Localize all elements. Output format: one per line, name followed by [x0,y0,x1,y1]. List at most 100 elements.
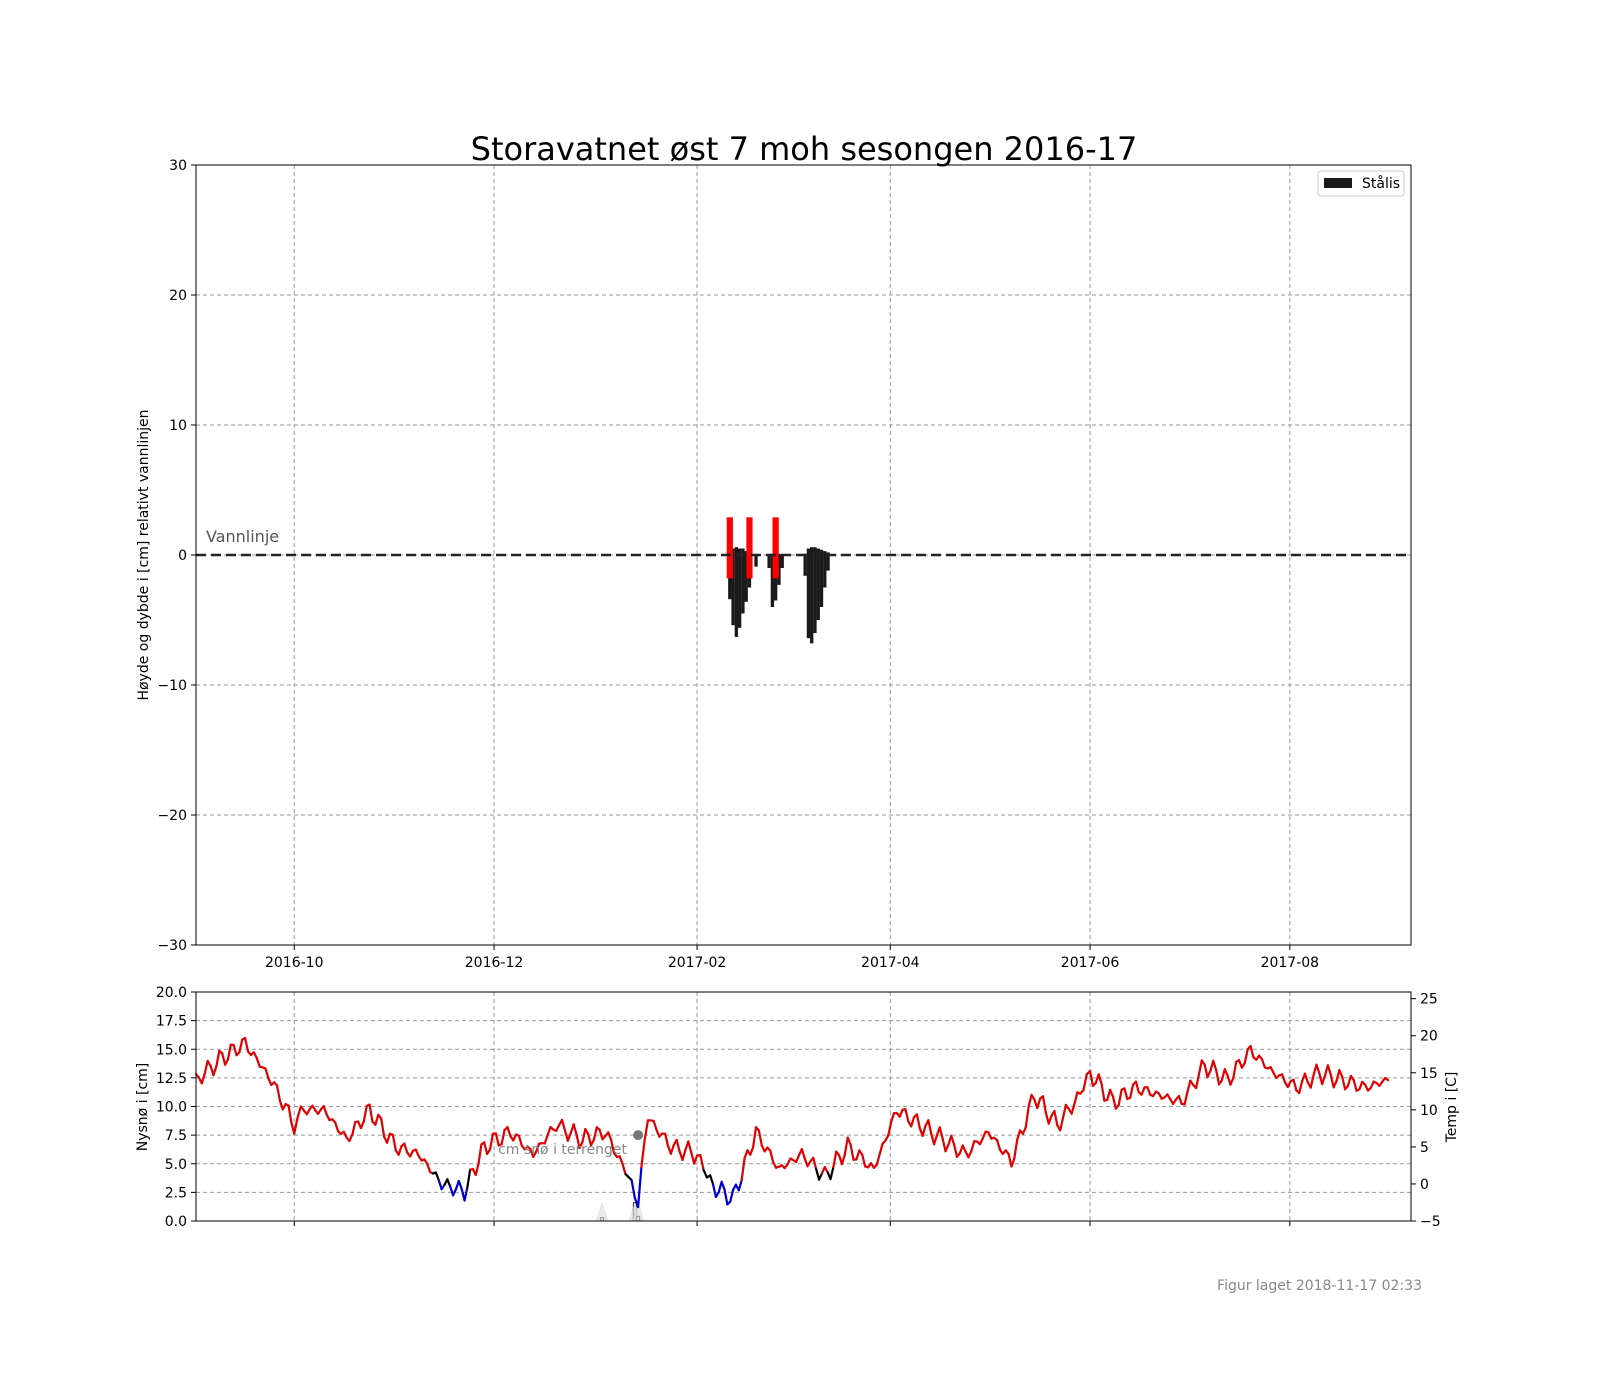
temperature-segment [699,1154,705,1172]
temperature-segment [500,1128,506,1146]
bottom-y2-tick-label: 15 [1420,1066,1438,1082]
temperature-segment [238,1038,244,1054]
bottom-y2-tick-label: 20 [1420,1029,1438,1045]
temperature-segment [296,1105,302,1119]
temperature-segment [278,1099,284,1111]
temperature-segment [575,1133,581,1150]
temperature-segment [1129,1083,1135,1099]
stalis-bar [744,551,748,602]
temperature-segment [1010,1157,1016,1168]
temperature-segment [397,1145,403,1156]
temperature-segment [1321,1074,1327,1086]
temperature-segment [709,1174,715,1186]
red-ice-bar [746,517,753,579]
temperature-segment [875,1153,881,1166]
temperature-segment [749,1145,755,1156]
temperature-segment [878,1142,884,1156]
main-x-tick-label: 2017-08 [1261,955,1320,971]
temperature-segment [1177,1094,1183,1105]
temperature-segment [904,1108,910,1123]
temperature-segment [769,1149,775,1164]
temperature-segment [385,1132,392,1144]
stalis-bar [806,548,811,639]
temperature-segment [1303,1072,1309,1084]
temperature-segment [446,1178,452,1188]
temperature-segment [843,1136,849,1156]
temperature-segment [1027,1093,1033,1108]
temperature-segment [391,1133,397,1152]
temperature-segment [434,1171,440,1182]
temperature-segment [898,1108,904,1118]
temperature-segment [1134,1080,1140,1094]
temperature-segment [1183,1090,1189,1106]
temperature-segment [1315,1063,1321,1075]
temperature-segment [543,1133,549,1145]
temperature-segment [1117,1088,1123,1107]
bottom-y2-tick-label: 10 [1420,1103,1438,1119]
temperature-segment [987,1131,993,1140]
temperature-segment [655,1128,661,1138]
stalis-bar [810,547,814,644]
stalis-bar [816,548,820,620]
temperature-segment [212,1065,218,1077]
temperature-segment [221,1052,227,1066]
temperature-segment [592,1126,598,1141]
temperature-segment [1369,1080,1375,1089]
stalis-bar [826,552,830,571]
temperature-segment [1332,1079,1338,1089]
temperature-segment [287,1104,293,1124]
temperature-segment [950,1134,956,1146]
temperature-segment [944,1143,950,1153]
temperature-segment [1024,1105,1030,1129]
temperature-segment [812,1156,818,1171]
temperature-segment [941,1137,947,1153]
temperature-segment [1100,1082,1106,1102]
temperature-segment [961,1144,967,1153]
temperature-segment [637,1166,643,1209]
temperature-segment [711,1183,717,1199]
temperature-segment [1097,1073,1103,1085]
snow-marker [633,1130,644,1141]
temperature-segment [737,1179,743,1192]
temperature-segment [1109,1088,1115,1098]
snow-depth-area [595,1202,609,1222]
temperature-segment [362,1104,368,1123]
stalis-bar [731,548,735,626]
bottom-y-axis-label: Nysnø i [cm] [135,1063,151,1152]
temperature-segment [322,1104,328,1116]
temperature-segment [729,1188,735,1203]
temperature-segment [1203,1063,1209,1079]
temperature-segment [572,1123,578,1136]
temperature-segment [849,1143,855,1161]
main-gridlines [196,165,1411,945]
temperature-segment [1053,1109,1059,1127]
temperature-segment [1338,1069,1344,1078]
legend-swatch-stalis [1324,178,1352,188]
stalis-bar [780,555,784,568]
temperature-segment [664,1132,670,1147]
red-ice-bar [726,517,733,579]
temperature-segment [560,1118,567,1132]
bottom-x-ticks [293,1221,1291,1226]
temperature-segment [921,1124,927,1137]
temperature-segment [652,1119,658,1131]
red-ice-bar [772,517,779,579]
main-y-tick-label: −30 [157,938,187,954]
main-x-tick-label: 2017-06 [1061,955,1120,971]
temperature-segment [723,1188,729,1206]
temperature-segment [1047,1114,1053,1125]
temperature-segment [687,1140,693,1154]
temperature-segment [640,1138,646,1169]
temperature-segment [203,1059,209,1075]
temperature-segment [693,1154,699,1165]
bottom-y-tick-label: 7.5 [165,1128,187,1144]
temperature-segment [720,1180,726,1191]
temperature-segment [226,1043,232,1061]
stalis-bar [737,548,742,628]
temperature-segment [800,1148,806,1160]
temperature-segment [1041,1095,1047,1114]
temperature-segment [675,1138,681,1153]
temperature-segment [1326,1064,1332,1076]
temperature-segment [1346,1074,1352,1087]
temperature-segment [255,1056,261,1068]
